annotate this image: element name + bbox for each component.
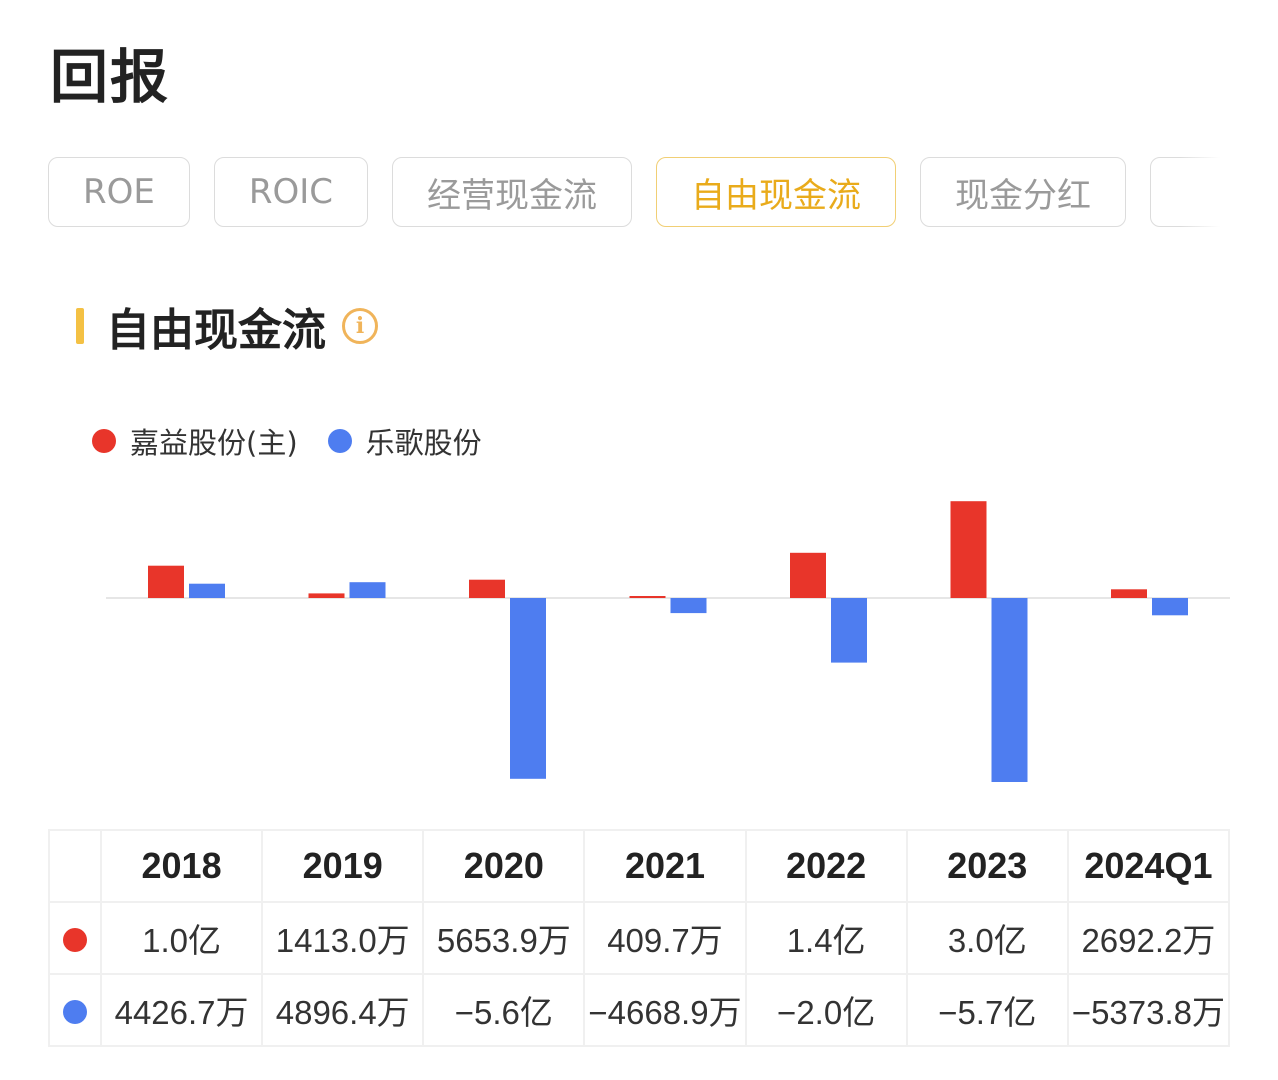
bar-company-a-2024Q1[interactable] (1111, 589, 1147, 598)
legend-item-company-b[interactable]: 乐歌股份 (327, 420, 482, 462)
metric-tabs: ROE ROIC 经营现金流 自由现金流 现金分红 (48, 157, 1230, 229)
table-cell: −5.7亿 (905, 973, 1069, 1047)
bar-company-a-2020[interactable] (469, 579, 505, 598)
tab-roic[interactable]: ROIC (213, 157, 369, 227)
page-title: 回报 (50, 43, 171, 111)
table-cell: 5653.9万 (422, 901, 586, 975)
bar-company-a-2022[interactable] (790, 552, 826, 598)
bar-company-a-2019[interactable] (308, 593, 345, 598)
table-corner-cell (48, 829, 102, 903)
bar-group (148, 501, 1188, 782)
table-cell: −4668.9万 (583, 973, 747, 1047)
bar-company-b-2018[interactable] (189, 583, 225, 598)
row-marker-cell (48, 973, 102, 1047)
chart-legend: 嘉益股份(主) 乐歌股份 (92, 420, 512, 462)
table-cell: −5.6亿 (422, 973, 586, 1047)
tab-cash-dividend[interactable]: 现金分红 (920, 157, 1127, 227)
table-row-company-a: 1.0亿 1413.0万 5653.9万 409.7万 1.4亿 3.0亿 26… (48, 901, 1231, 975)
section-accent-bar (76, 308, 84, 344)
legend-label-company-b: 乐歌股份 (365, 426, 482, 460)
bar-company-b-2020[interactable] (510, 598, 546, 779)
bar-company-a-2023[interactable] (950, 501, 987, 598)
bar-company-a-2018[interactable] (148, 565, 184, 598)
header-cell: 2018 (99, 829, 264, 903)
tab-more[interactable] (1150, 157, 1230, 227)
table-cell: 1.0亿 (99, 901, 264, 975)
table-header-row: 2018 2019 2020 2021 2022 2023 2024Q1 (48, 829, 1231, 903)
data-table: 2018 2019 2020 2021 2022 2023 2024Q1 1.0… (48, 829, 1231, 1047)
row-dot-red (63, 928, 87, 953)
tab-free-cash-flow[interactable]: 自由现金流 (656, 157, 897, 227)
legend-dot-red (92, 429, 116, 453)
info-icon[interactable]: i (342, 308, 378, 344)
bar-company-b-2019[interactable] (349, 582, 386, 598)
bar-chart (106, 501, 1230, 782)
header-cell: 2022 (744, 829, 908, 903)
table-row-company-b: 4426.7万 4896.4万 −5.6亿 −4668.9万 −2.0亿 −5.… (48, 973, 1231, 1047)
legend-dot-blue (327, 429, 352, 453)
table-cell: 4896.4万 (261, 973, 425, 1047)
table-cell: 1.4亿 (744, 901, 908, 975)
legend-item-company-a[interactable]: 嘉益股份(主) (92, 420, 298, 462)
table-cell: 3.0亿 (905, 901, 1069, 975)
header-cell: 2024Q1 (1066, 829, 1231, 903)
header-cell: 2019 (261, 829, 425, 903)
header-cell: 2023 (905, 829, 1069, 903)
bar-company-b-2022[interactable] (831, 598, 867, 663)
section-title: 自由现金流 (106, 305, 326, 356)
table-cell: 2692.2万 (1066, 901, 1231, 975)
table-cell: −2.0亿 (744, 973, 908, 1047)
table-cell: −5373.8万 (1066, 973, 1231, 1047)
tab-operating-cash-flow[interactable]: 经营现金流 (392, 157, 633, 227)
bar-company-a-2021[interactable] (629, 596, 666, 598)
bar-company-b-2021[interactable] (670, 598, 707, 614)
bar-company-b-2024Q1[interactable] (1152, 598, 1188, 616)
row-dot-blue (63, 1000, 87, 1025)
section-header: 自由现金流 i (76, 298, 378, 356)
legend-label-company-a: 嘉益股份(主) (130, 426, 298, 460)
table-cell: 4426.7万 (99, 973, 264, 1047)
table-cell: 409.7万 (583, 901, 747, 975)
header-cell: 2021 (583, 829, 747, 903)
bar-company-b-2023[interactable] (991, 598, 1028, 782)
table-cell: 1413.0万 (261, 901, 425, 975)
header-cell: 2020 (422, 829, 586, 903)
row-marker-cell (48, 901, 102, 975)
tab-roe[interactable]: ROE (48, 157, 190, 227)
